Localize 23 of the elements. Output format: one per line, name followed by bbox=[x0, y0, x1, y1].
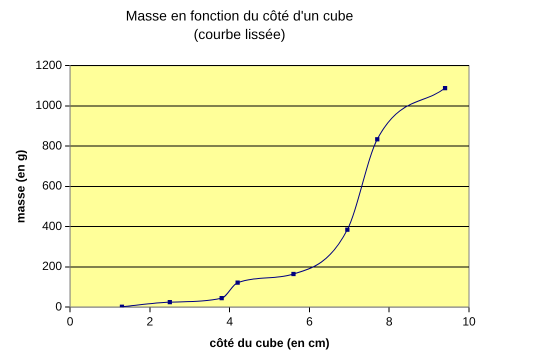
y-tick-label: 200 bbox=[42, 259, 62, 274]
point bbox=[168, 300, 172, 304]
point bbox=[236, 280, 240, 285]
x-tick-label: 8 bbox=[386, 314, 393, 329]
point bbox=[375, 137, 380, 142]
y-tick-label: 400 bbox=[42, 218, 62, 233]
y-tick-label: 0 bbox=[55, 300, 62, 314]
x-tick-label: 2 bbox=[146, 314, 154, 329]
y-tick-label: 800 bbox=[42, 138, 62, 152]
x-tick-label: 6 bbox=[306, 314, 314, 329]
y-tick-label: 1000 bbox=[35, 98, 62, 112]
x-tick-label: 4 bbox=[226, 314, 234, 329]
y-axis-title: masse (en g) bbox=[14, 150, 28, 224]
y-tick-label: 1200 bbox=[35, 58, 62, 72]
point bbox=[345, 228, 350, 232]
chart-subtitle: (courbe lissée) bbox=[194, 26, 286, 42]
x-tick-label: 0 bbox=[66, 314, 74, 329]
point bbox=[220, 296, 224, 300]
chart-title: Masse en fonction du côté d'un cube bbox=[126, 7, 354, 24]
point bbox=[442, 86, 448, 90]
x-axis-title: côté du cube (en cm) bbox=[210, 336, 330, 350]
y-tick-label: 600 bbox=[42, 178, 62, 193]
x-tick-label: 10 bbox=[462, 314, 476, 329]
